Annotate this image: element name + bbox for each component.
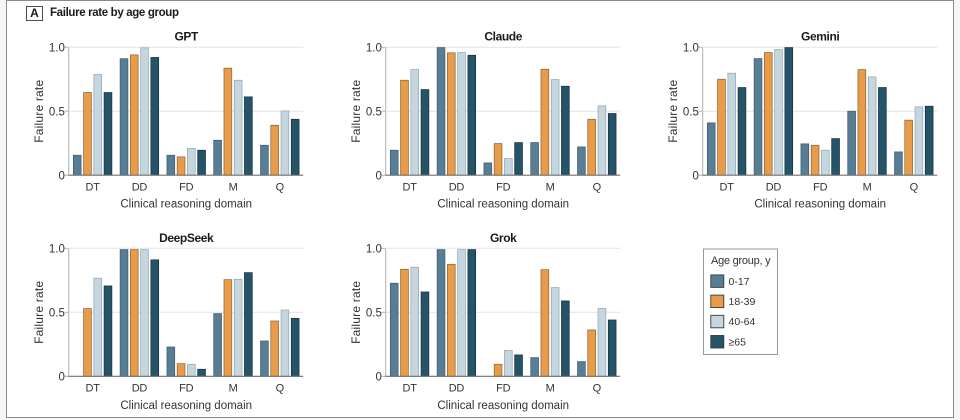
svg-text:Failure rate: Failure rate bbox=[349, 281, 363, 344]
svg-text:1.0: 1.0 bbox=[683, 42, 699, 54]
svg-text:Clinical reasoning domain: Clinical reasoning domain bbox=[754, 199, 886, 211]
svg-text:DD: DD bbox=[449, 382, 465, 394]
svg-text:≥65: ≥65 bbox=[729, 336, 747, 348]
svg-text:M: M bbox=[546, 382, 555, 394]
svg-text:DT: DT bbox=[403, 181, 418, 193]
svg-text:FD: FD bbox=[813, 181, 827, 193]
svg-text:FD: FD bbox=[496, 181, 510, 193]
svg-text:M: M bbox=[546, 181, 555, 193]
svg-text:0.5: 0.5 bbox=[49, 106, 65, 118]
svg-text:Age group, y: Age group, y bbox=[711, 255, 771, 267]
svg-text:0.5: 0.5 bbox=[683, 106, 699, 118]
svg-text:Q: Q bbox=[593, 382, 602, 394]
svg-text:0.5: 0.5 bbox=[49, 308, 65, 320]
svg-text:GPT: GPT bbox=[174, 30, 199, 44]
svg-text:0: 0 bbox=[375, 170, 381, 182]
svg-text:0: 0 bbox=[375, 372, 381, 384]
svg-text:Grok: Grok bbox=[490, 231, 517, 245]
svg-text:Failure rate: Failure rate bbox=[349, 80, 363, 143]
svg-text:DD: DD bbox=[766, 181, 782, 193]
svg-text:Q: Q bbox=[276, 382, 285, 394]
svg-text:Failure rate: Failure rate bbox=[666, 80, 680, 143]
svg-text:DD: DD bbox=[132, 382, 148, 394]
svg-text:DT: DT bbox=[86, 181, 101, 193]
svg-text:DT: DT bbox=[403, 382, 418, 394]
svg-text:40-64: 40-64 bbox=[729, 316, 756, 328]
svg-text:18-39: 18-39 bbox=[729, 296, 756, 308]
svg-text:Failure rate: Failure rate bbox=[32, 80, 46, 143]
svg-text:DD: DD bbox=[449, 181, 465, 193]
svg-text:0-17: 0-17 bbox=[729, 276, 750, 288]
svg-text:Failure rate: Failure rate bbox=[32, 281, 46, 344]
svg-text:Claude: Claude bbox=[484, 30, 522, 44]
svg-text:DT: DT bbox=[720, 181, 735, 193]
svg-text:Gemini: Gemini bbox=[801, 30, 839, 44]
svg-text:1.0: 1.0 bbox=[49, 244, 65, 256]
svg-text:M: M bbox=[229, 382, 238, 394]
svg-text:Q: Q bbox=[593, 181, 602, 193]
svg-text:Clinical reasoning domain: Clinical reasoning domain bbox=[120, 400, 252, 412]
svg-text:0: 0 bbox=[692, 170, 698, 182]
svg-text:1.0: 1.0 bbox=[49, 42, 65, 54]
svg-text:DeepSeek: DeepSeek bbox=[159, 231, 214, 245]
svg-text:Q: Q bbox=[910, 181, 919, 193]
svg-text:DT: DT bbox=[86, 382, 101, 394]
svg-text:0: 0 bbox=[58, 372, 64, 384]
svg-text:FD: FD bbox=[179, 382, 193, 394]
svg-text:M: M bbox=[863, 181, 872, 193]
svg-text:M: M bbox=[229, 181, 238, 193]
svg-text:1.0: 1.0 bbox=[366, 42, 382, 54]
svg-text:DD: DD bbox=[132, 181, 148, 193]
svg-text:0: 0 bbox=[58, 170, 64, 182]
svg-text:FD: FD bbox=[496, 382, 510, 394]
svg-text:FD: FD bbox=[179, 181, 193, 193]
svg-text:0.5: 0.5 bbox=[366, 308, 382, 320]
svg-text:Clinical reasoning domain: Clinical reasoning domain bbox=[437, 400, 569, 412]
svg-text:Q: Q bbox=[276, 181, 285, 193]
svg-text:1.0: 1.0 bbox=[366, 244, 382, 256]
svg-text:Clinical reasoning domain: Clinical reasoning domain bbox=[437, 199, 569, 211]
svg-text:0.5: 0.5 bbox=[366, 106, 382, 118]
svg-text:Clinical reasoning domain: Clinical reasoning domain bbox=[120, 199, 252, 211]
